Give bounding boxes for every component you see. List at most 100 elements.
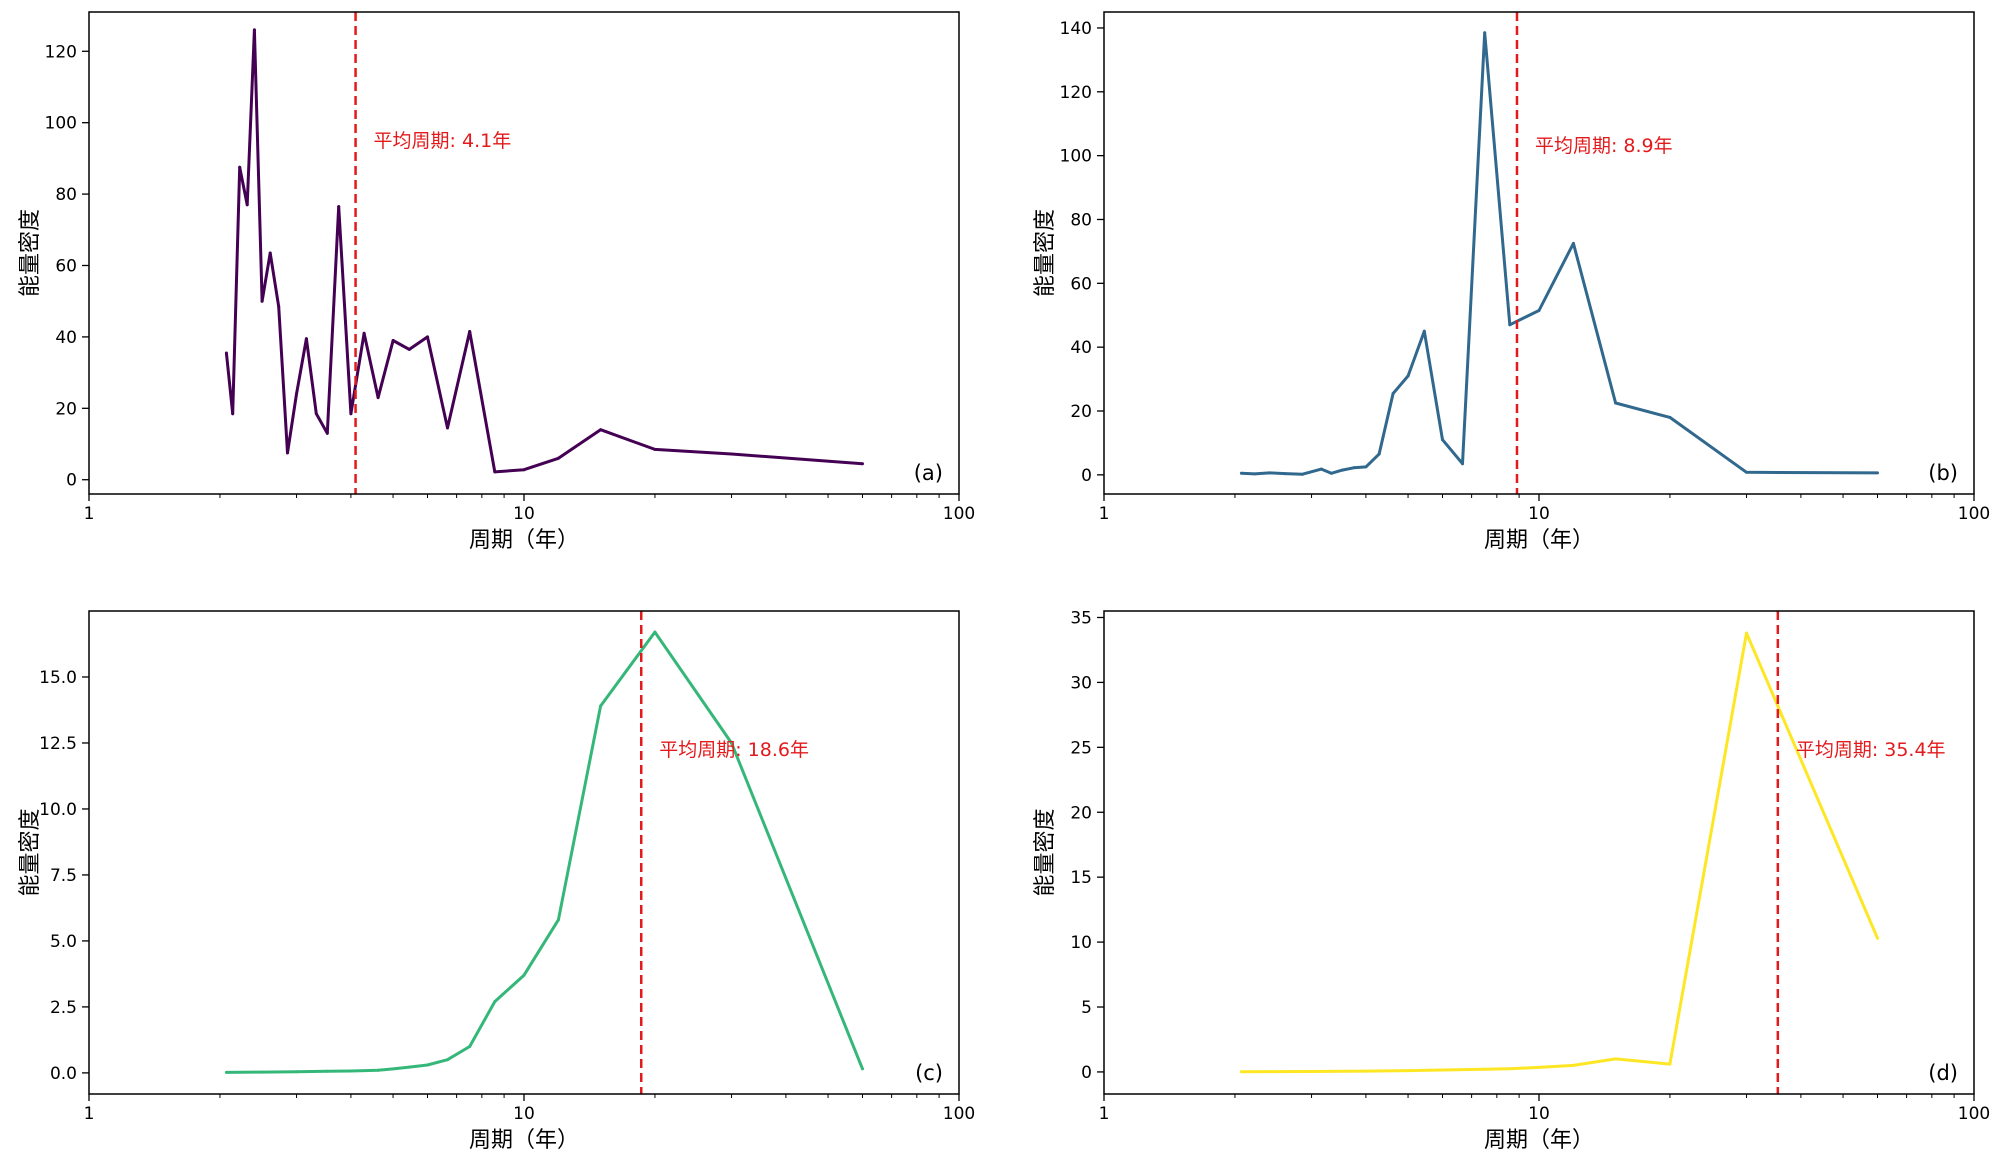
subplot-b: 平均周期: 8.9年 1 10 100 0 20 40 60 80 100 120 140 周期（年） 能… [1033, 11, 1990, 553]
mean-period-label: 平均周期: 18.6年 [659, 739, 809, 761]
data-point [522, 468, 526, 472]
data-point [556, 456, 560, 460]
x-tick-label: 10 [1528, 504, 1550, 524]
axes-frame [1103, 610, 1975, 1095]
axes-frame [1103, 11, 1975, 495]
data-point [730, 741, 733, 745]
y-tick-label: 60 [1070, 274, 1092, 294]
data-point [446, 1058, 449, 1062]
y-tick-label: 15.0 [39, 668, 77, 688]
data-point [1571, 1063, 1575, 1067]
mean-period-label: 平均周期: 8.9年 [1535, 135, 1673, 157]
y-tick-label: 20 [1070, 402, 1092, 422]
data-point [1537, 309, 1541, 312]
y-tick-label: 0 [1081, 466, 1092, 486]
data-point [522, 973, 526, 977]
data-point [1461, 462, 1464, 466]
data-point [391, 339, 395, 342]
data-point [653, 447, 657, 451]
x-tick-label: 10 [1528, 1104, 1550, 1124]
data-point [245, 203, 249, 207]
y-tick-label: 15 [1070, 868, 1092, 888]
data-point [1483, 31, 1487, 35]
data-point [1301, 472, 1304, 476]
y-tick-label: 7.5 [50, 866, 77, 886]
data-point [268, 251, 272, 255]
data-point [599, 428, 603, 432]
y-tick-label: 2.5 [50, 998, 77, 1018]
y-tick-label: 20 [1070, 803, 1092, 823]
x-axis-label: 周期（年） [469, 528, 579, 553]
data-point [1406, 374, 1410, 378]
data-point [1508, 1067, 1512, 1071]
y-tick-label: 100 [45, 114, 77, 134]
data-point [1364, 1069, 1368, 1073]
x-tick-label: 10 [513, 1104, 535, 1124]
series-line [224, 28, 863, 474]
data-point [1876, 471, 1879, 475]
axes-frame [88, 610, 960, 1095]
data-point [231, 412, 235, 416]
y-tick-label: 60 [55, 256, 77, 276]
x-axis-label: 周期（年） [1484, 1128, 1594, 1153]
y-axis-label: 能量密度 [1033, 808, 1058, 896]
x-tick-label: 100 [943, 1104, 975, 1124]
y-tick-label: 120 [45, 42, 77, 62]
data-point [1745, 470, 1748, 474]
y-tick-label: 0.0 [50, 1064, 77, 1084]
data-point [314, 412, 318, 416]
x-tick-label: 1 [84, 504, 95, 524]
data-point [1668, 1062, 1672, 1066]
y-tick-label: 100 [1060, 147, 1092, 167]
data-point [1239, 471, 1243, 475]
mean-period-label: 平均周期: 35.4年 [1796, 739, 1946, 761]
data-point [1614, 401, 1618, 405]
data-point [1319, 467, 1323, 471]
data-point [252, 28, 256, 32]
data-point [1537, 1065, 1541, 1069]
data-point [1441, 1068, 1444, 1072]
x-tick-label: 1 [1099, 1104, 1110, 1124]
y-tick-label: 40 [55, 328, 77, 348]
data-point [468, 330, 472, 333]
y-tick-label: 80 [55, 185, 77, 205]
x-tick-label: 10 [513, 504, 535, 524]
y-tick-label: 20 [55, 399, 77, 419]
x-axis-label: 周期（年） [469, 1128, 579, 1153]
data-point [407, 347, 411, 351]
data-point [1876, 936, 1879, 940]
y-tick-label: 80 [1070, 210, 1092, 230]
y-tick-label: 35 [1070, 608, 1092, 628]
data-point [238, 165, 242, 169]
data-point [304, 337, 308, 341]
data-point [1614, 1057, 1618, 1061]
data-point [224, 351, 228, 355]
y-tick-label: 5 [1081, 998, 1092, 1018]
data-point [1391, 392, 1395, 395]
data-point [349, 412, 353, 416]
data-point [376, 396, 380, 400]
y-axis-label: 能量密度 [1033, 209, 1058, 297]
data-point [1283, 472, 1287, 476]
data-point [1508, 323, 1512, 327]
y-tick-label: 40 [1070, 338, 1092, 358]
data-point [349, 1069, 353, 1073]
series-line [1241, 631, 1879, 1074]
data-point [861, 1067, 864, 1071]
y-tick-label: 140 [1060, 19, 1092, 39]
data-point [1267, 471, 1271, 475]
data-point [1668, 415, 1672, 419]
x-axis-label: 周期（年） [1484, 528, 1594, 553]
y-tick-label: 0 [1081, 1063, 1092, 1083]
data-point [426, 1063, 429, 1067]
data-point [1239, 1070, 1243, 1074]
data-point [362, 331, 366, 335]
y-axis-label: 能量密度 [18, 209, 43, 297]
y-tick-label: 30 [1070, 673, 1092, 693]
x-tick-label: 100 [1958, 504, 1990, 524]
data-point [391, 1067, 395, 1071]
subplot-d: 平均周期: 35.4年 1 10 100 0 5 10 15 20 25 30 35 周期（年） 能量密度… [1033, 608, 1990, 1153]
data-point [260, 1070, 264, 1074]
y-tick-label: 25 [1070, 738, 1092, 758]
